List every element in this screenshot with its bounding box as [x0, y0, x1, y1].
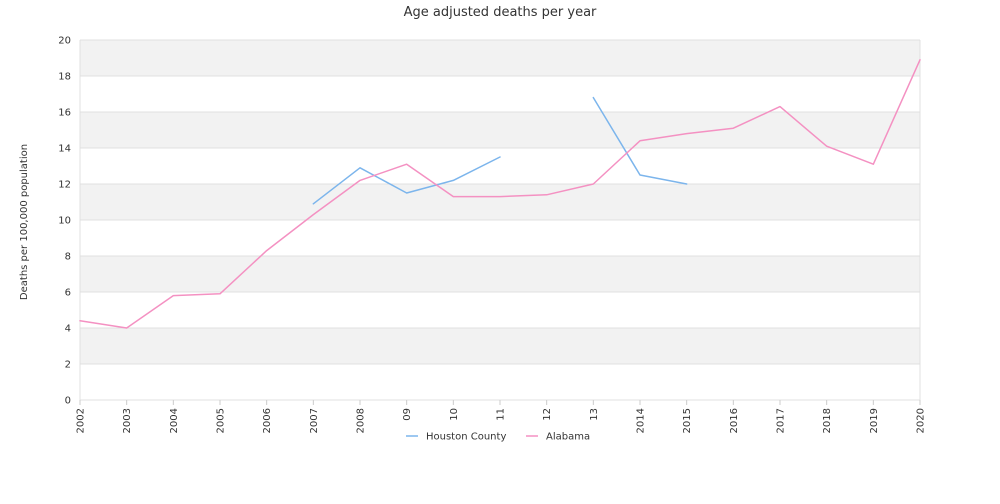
grid-band — [80, 112, 920, 148]
x-tick-label: 12 — [542, 408, 553, 421]
y-tick-label: 12 — [58, 180, 71, 191]
legend: Houston County Alabama — [406, 432, 590, 443]
y-tick-label: 6 — [65, 288, 71, 299]
series-line — [79, 59, 921, 329]
y-tick-label: 10 — [58, 216, 71, 227]
y-tick-label: 8 — [65, 252, 71, 263]
grid-band — [80, 40, 920, 76]
x-tick-label: 11 — [496, 408, 507, 421]
x-tick-label: 2004 — [169, 408, 180, 433]
series-line — [312, 156, 501, 205]
x-tick-label: 2018 — [822, 408, 833, 433]
y-tick-label: 0 — [65, 396, 71, 407]
grid-band — [80, 292, 920, 328]
y-tick-label: 18 — [58, 72, 71, 83]
y-tick-label: 4 — [65, 324, 71, 335]
y-tick-label: 14 — [58, 144, 71, 155]
grid-band — [80, 328, 920, 364]
y-tick-label: 20 — [58, 36, 71, 47]
x-tick-label: 2019 — [869, 408, 880, 433]
y-axis-title: Deaths per 100,000 population — [19, 144, 30, 300]
x-tick-label: 2003 — [122, 408, 133, 433]
x-axis-ticks: 2002 2003 2004 2005 2006 2007 2008 09 10 11 12 13 20… — [76, 400, 927, 433]
grid-band — [80, 256, 920, 292]
x-tick-label: 13 — [589, 408, 600, 421]
legend-label: Houston County — [426, 432, 506, 443]
grid-bands — [80, 40, 920, 400]
y-tick-label: 2 — [65, 360, 71, 371]
x-tick-label: 2014 — [636, 408, 647, 433]
x-tick-label: 10 — [449, 408, 460, 421]
x-tick-label: 09 — [402, 408, 413, 421]
series-line — [592, 96, 688, 185]
grid-band — [80, 76, 920, 112]
grid-band — [80, 220, 920, 256]
x-tick-label: 2008 — [356, 408, 367, 433]
x-tick-label: 2016 — [729, 408, 740, 433]
legend-item[interactable]: Alabama — [526, 432, 590, 443]
legend-label: Alabama — [546, 432, 590, 443]
x-tick-label: 2015 — [682, 408, 693, 433]
y-axis-ticks: 0 2 4 6 8 10 12 14 16 18 20 — [58, 36, 71, 407]
grid-band — [80, 364, 920, 400]
x-tick-label: 2006 — [262, 408, 273, 433]
series-alabama — [79, 59, 921, 329]
x-tick-label: 2002 — [76, 408, 87, 433]
legend-item[interactable]: Houston County — [406, 432, 506, 443]
y-tick-label: 16 — [58, 108, 71, 119]
series-houston-county — [312, 96, 688, 205]
chart-title: Age adjusted deaths per year — [404, 5, 597, 20]
x-tick-label: 2007 — [309, 408, 320, 433]
x-tick-label: 2005 — [216, 408, 227, 433]
grid-band — [80, 184, 920, 220]
x-tick-label: 2020 — [916, 408, 927, 433]
x-tick-label: 2017 — [776, 408, 787, 433]
grid-band — [80, 148, 920, 184]
series-layer — [79, 59, 921, 329]
